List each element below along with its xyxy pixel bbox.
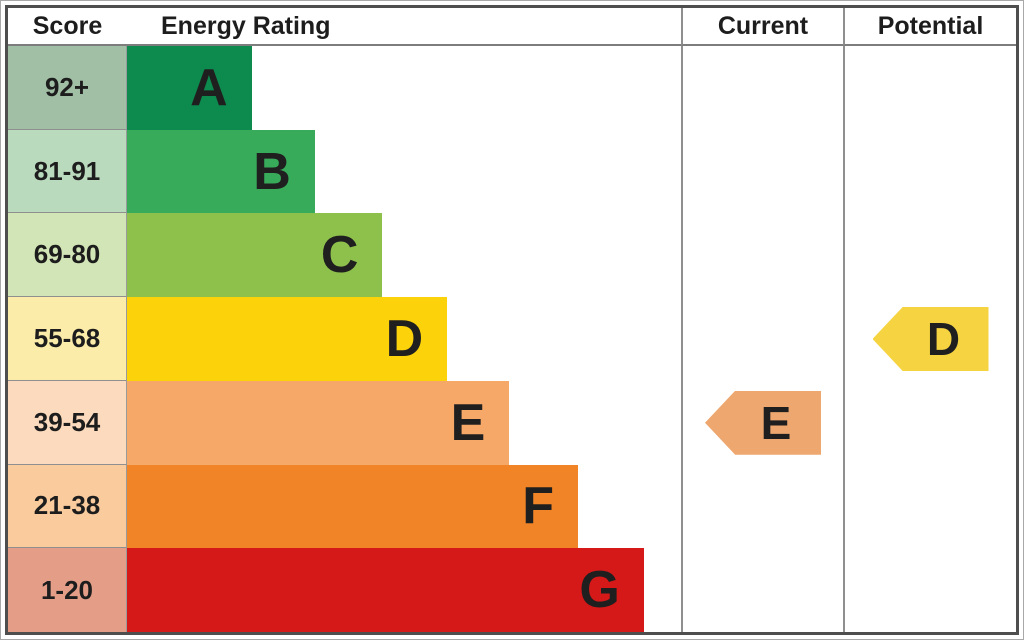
score-cell: 21-38	[8, 464, 127, 549]
rating-cell: G	[127, 548, 681, 632]
potential-cell	[843, 380, 1016, 465]
epc-rating-table: Score Energy Rating Current Potential 92…	[5, 5, 1019, 635]
rating-cell: C	[127, 213, 681, 298]
current-cell: E	[681, 380, 843, 465]
potential-cell	[843, 464, 1016, 549]
current-cell	[681, 464, 843, 549]
rating-bar: C	[127, 213, 383, 298]
current-cell	[681, 46, 843, 130]
potential-column-header: Potential	[843, 8, 1016, 46]
rating-cell: B	[127, 129, 681, 214]
current-column-header: Current	[681, 8, 843, 46]
score-cell: 92+	[8, 46, 127, 130]
rating-bar: F	[127, 464, 578, 549]
score-cell: 1-20	[8, 548, 127, 632]
potential-cell	[843, 213, 1016, 298]
current-arrow: E	[705, 390, 821, 455]
score-column-header: Score	[8, 8, 127, 46]
score-cell: 39-54	[8, 380, 127, 465]
score-cell: 55-68	[8, 297, 127, 381]
potential-arrow: D	[872, 306, 989, 371]
rating-cell: E	[127, 380, 681, 465]
current-cell	[681, 548, 843, 632]
rating-cell: F	[127, 464, 681, 549]
potential-cell	[843, 46, 1016, 130]
potential-cell: D	[843, 297, 1016, 381]
rating-bar: A	[127, 46, 252, 130]
score-cell: 81-91	[8, 129, 127, 214]
rating-bar: B	[127, 129, 315, 214]
score-cell: 69-80	[8, 213, 127, 298]
current-cell	[681, 213, 843, 298]
current-cell	[681, 297, 843, 381]
rating-cell: D	[127, 297, 681, 381]
rating-bar: D	[127, 297, 448, 381]
rating-bar: E	[127, 380, 510, 465]
rating-bar: G	[127, 548, 644, 632]
potential-cell	[843, 548, 1016, 632]
current-cell	[681, 129, 843, 214]
energy-rating-column-header: Energy Rating	[127, 8, 681, 46]
rating-cell: A	[127, 46, 681, 130]
potential-cell	[843, 129, 1016, 214]
